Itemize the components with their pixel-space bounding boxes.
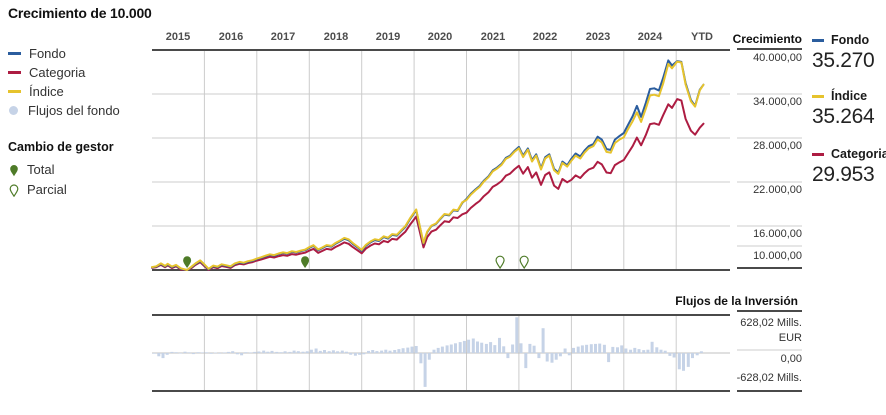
- indice-line-swatch: [8, 89, 21, 93]
- summary-fondo-label: Fondo: [831, 33, 870, 47]
- flows-dot-swatch: [9, 105, 18, 115]
- categoria-line-swatch: [8, 70, 21, 74]
- x-tick-2019: 2019: [375, 31, 401, 43]
- summary-categoria-label: Categoria: [831, 147, 886, 161]
- x-tick-2021: 2021: [480, 31, 506, 43]
- manager-change-total-label: Total: [27, 162, 55, 177]
- summary-categoria-value: 29.953: [812, 163, 875, 186]
- flows-header: Flujos de la Inversión: [675, 294, 798, 308]
- pin-outline-icon: [9, 183, 19, 197]
- fondo-line-swatch: [812, 38, 824, 42]
- x-tick-2024: 2024: [637, 31, 663, 43]
- y-tick-28000: 28.000,00: [753, 140, 802, 152]
- y-tick-22000: 22.000,00: [753, 184, 802, 196]
- legend-item-indice[interactable]: Índice: [8, 83, 64, 99]
- flows-tick-zero: 0,00: [780, 353, 802, 365]
- summary-indice-label: Índice: [831, 89, 868, 103]
- x-tick-2023: 2023: [585, 31, 611, 43]
- x-tick-2018: 2018: [323, 31, 349, 43]
- manager-change-parcial-label: Parcial: [27, 182, 67, 197]
- x-tick-2015: 2015: [165, 31, 191, 43]
- legend-label: Índice: [29, 83, 64, 99]
- summary-indice: Índice: [812, 89, 867, 103]
- summary-fondo: Fondo: [812, 33, 869, 47]
- indice-line-swatch: [812, 94, 824, 98]
- y-tick-10000: 10.000,00: [753, 250, 802, 262]
- summary-indice-value: 35.264: [812, 105, 875, 128]
- legend-label: Categoria: [29, 64, 86, 80]
- fondo-line-swatch: [8, 51, 21, 55]
- flows-tick-max: 628,02 Mills.: [740, 317, 802, 329]
- legend-item-flujos[interactable]: Flujos del fondo: [8, 102, 120, 118]
- legend-label: Fondo: [29, 45, 66, 61]
- manager-change-title: Cambio de gestor: [8, 140, 114, 154]
- pin-filled-icon: [10, 164, 18, 176]
- manager-change-parcial[interactable]: Parcial: [8, 182, 67, 197]
- y-tick-34000: 34.000,00: [753, 96, 802, 108]
- x-tick-2022: 2022: [532, 31, 558, 43]
- summary-fondo-value: 35.270: [812, 49, 875, 72]
- growth-axis-header: Crecimiento: [732, 32, 802, 46]
- x-tick-2017: 2017: [270, 31, 296, 43]
- y-tick-16000: 16.000,00: [753, 228, 802, 240]
- x-tick-2020: 2020: [427, 31, 453, 43]
- x-tick-2016: 2016: [218, 31, 244, 43]
- flows-tick-unit: EUR: [778, 332, 802, 344]
- y-tick-40000: 40.000,00: [753, 52, 802, 64]
- page-title: Crecimiento de 10.000: [8, 5, 152, 21]
- legend-item-fondo[interactable]: Fondo: [8, 45, 66, 61]
- legend-item-categoria[interactable]: Categoria: [8, 64, 86, 80]
- manager-change-total[interactable]: Total: [8, 162, 54, 177]
- x-tick-ytd: YTD: [691, 31, 713, 43]
- flows-tick-min: -628,02 Mills.: [736, 372, 802, 384]
- summary-categoria: Categoria: [812, 147, 886, 161]
- categoria-line-swatch: [812, 152, 824, 156]
- legend-label: Flujos del fondo: [28, 102, 120, 118]
